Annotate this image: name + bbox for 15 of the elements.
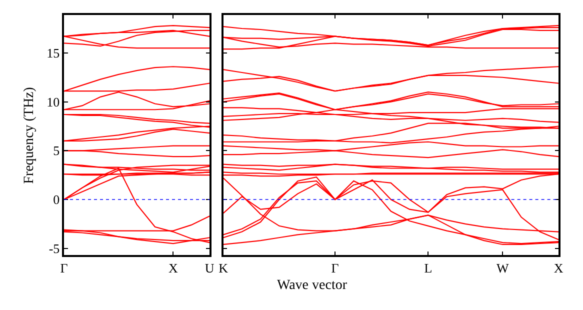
y-tick-label: 0: [53, 192, 60, 208]
y-tick-label: 15: [46, 45, 60, 60]
y-tick-label: -5: [48, 240, 60, 256]
x-tick-label: X: [168, 260, 178, 276]
x-tick-label: W: [496, 260, 510, 276]
x-tick-label: U: [204, 260, 215, 276]
x-tick-label: X: [554, 260, 564, 276]
y-tick-label: 5: [53, 143, 60, 158]
x-axis-title: Wave vector: [277, 278, 348, 293]
x-tick-label: Γ: [60, 260, 68, 276]
x-tick-label: Γ: [331, 260, 340, 276]
x-tick-label: K: [218, 260, 229, 276]
x-tick-label: L: [424, 260, 432, 276]
y-tick-label: 10: [46, 94, 60, 110]
y-axis-title: Frequency (THz): [22, 86, 37, 184]
